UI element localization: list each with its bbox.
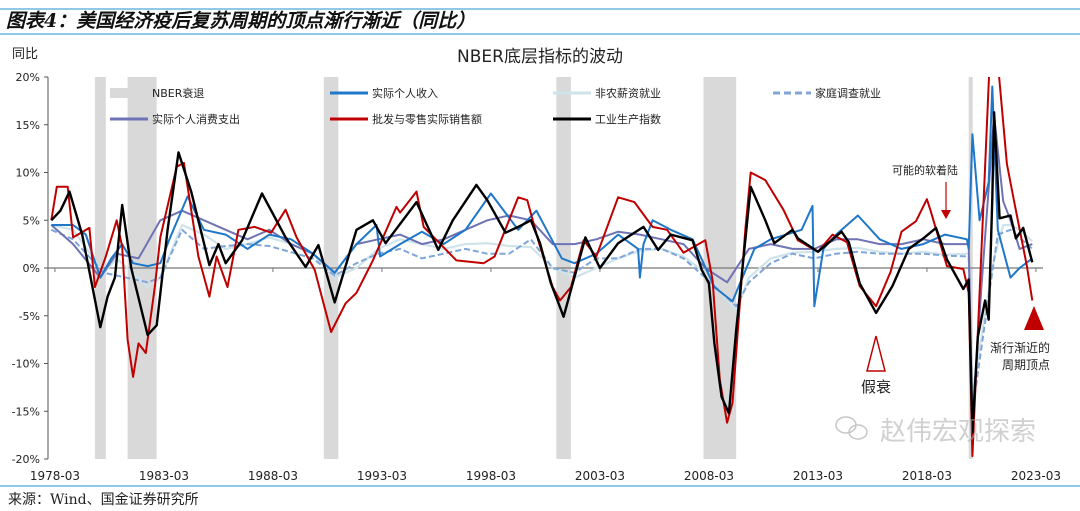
legend-label: 工业生产指数 bbox=[595, 112, 661, 126]
title-rule bbox=[0, 33, 1080, 35]
legend-label: NBER衰退 bbox=[152, 86, 204, 100]
legend-label: 实际个人消费支出 bbox=[152, 112, 240, 126]
x-tick-label: 2003-03 bbox=[575, 469, 625, 483]
x-tick-label: 2023-03 bbox=[1011, 469, 1061, 483]
x-tick-label: 2013-03 bbox=[793, 469, 843, 483]
y-tick-label: 20% bbox=[16, 71, 40, 84]
watermark-text: 赵伟宏观探索 bbox=[880, 417, 1036, 447]
x-tick-label: 1988-03 bbox=[248, 469, 298, 483]
legend-label: 批发与零售实际销售额 bbox=[372, 112, 482, 126]
source-note: 来源：Wind、国金证券研究所 bbox=[8, 492, 199, 508]
x-tick-label: 1993-03 bbox=[357, 469, 407, 483]
filled-triangle-icon bbox=[1024, 306, 1044, 330]
x-tick-label: 2008-03 bbox=[684, 469, 734, 483]
x-tick-label: 2018-03 bbox=[902, 469, 952, 483]
bottom-rule bbox=[0, 485, 1080, 487]
x-tick-label: 1983-03 bbox=[139, 469, 189, 483]
x-tick-label: 1978-03 bbox=[30, 469, 80, 483]
y-tick-label: -10% bbox=[12, 358, 40, 371]
x-tick-label: 1998-03 bbox=[466, 469, 516, 483]
wechat-icon bbox=[835, 416, 868, 440]
watermark: 赵伟宏观探索 bbox=[835, 416, 1036, 447]
annotation-soft-landing: 可能的软着陆 bbox=[892, 163, 958, 177]
series-line bbox=[50, 111, 1034, 434]
y-tick-label: -15% bbox=[12, 405, 40, 418]
series-line bbox=[51, 223, 1034, 394]
annotation-false-recession: 假衰 bbox=[861, 378, 891, 396]
legend-label: 非农薪资就业 bbox=[595, 86, 661, 100]
y-axis-label: 同比 bbox=[12, 47, 38, 62]
arrowhead-icon bbox=[941, 210, 951, 219]
legend-label: 实际个人收入 bbox=[372, 86, 438, 100]
y-tick-label: 5% bbox=[23, 214, 40, 227]
y-tick-label: 10% bbox=[16, 167, 40, 180]
y-tick-label: -5% bbox=[19, 310, 40, 323]
legend-swatch bbox=[110, 88, 148, 98]
y-tick-label: 0% bbox=[23, 262, 40, 275]
annotation-cycle-peak: 渐行渐近的 bbox=[990, 340, 1050, 355]
annotation-cycle-peak: 周期顶点 bbox=[1002, 358, 1050, 372]
y-tick-label: -20% bbox=[12, 453, 40, 466]
hollow-triangle-icon bbox=[866, 335, 886, 372]
legend-label: 家庭调查就业 bbox=[815, 86, 881, 100]
y-tick-label: 15% bbox=[16, 119, 40, 132]
chart-title: NBER底层指标的波动 bbox=[457, 47, 623, 67]
figure-title: 图表4：美国经济疫后复苏周期的顶点渐行渐近（同比） bbox=[6, 10, 476, 32]
top-rule bbox=[0, 8, 1080, 10]
